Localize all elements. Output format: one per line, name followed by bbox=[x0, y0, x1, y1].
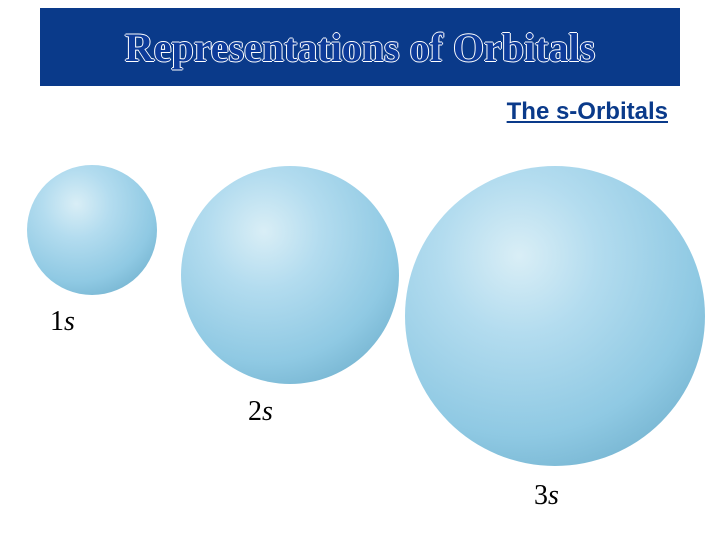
title-box: Representations of Orbitals bbox=[40, 8, 680, 86]
orbital-1s bbox=[27, 165, 157, 295]
orbital-3s bbox=[405, 166, 705, 466]
orbital-2s bbox=[181, 166, 399, 384]
orbital-label-1s: 1s bbox=[50, 306, 75, 338]
orbital-label-2s: 2s bbox=[248, 396, 273, 428]
orbital-label-3s: 3s bbox=[534, 480, 559, 512]
page-title: Representations of Orbitals bbox=[125, 24, 595, 71]
subtitle: The s-Orbitals bbox=[507, 98, 668, 126]
